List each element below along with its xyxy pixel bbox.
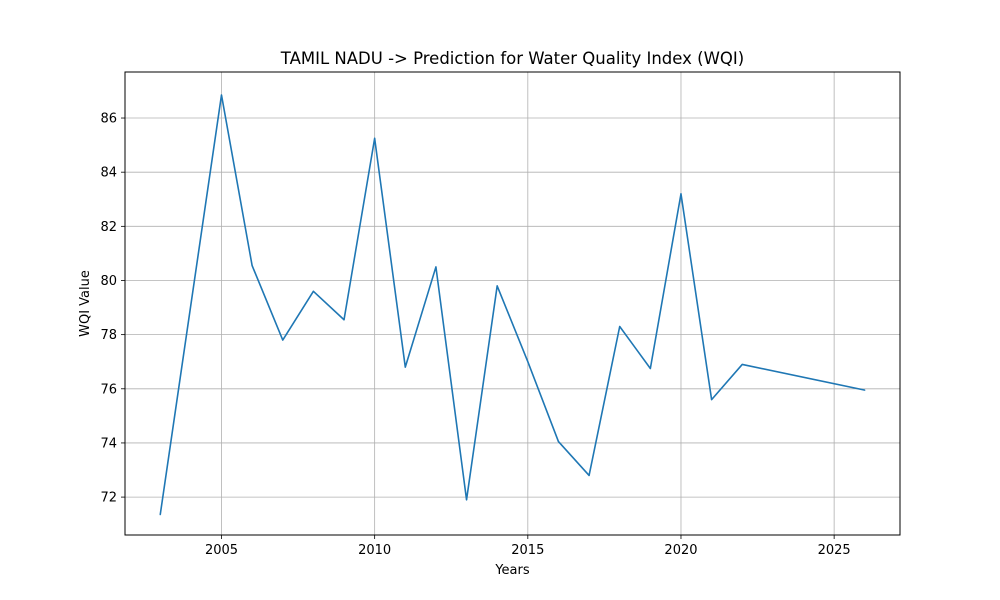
y-tick-label: 84 <box>100 166 117 181</box>
y-tick-label: 86 <box>100 112 117 127</box>
data-point <box>649 367 651 370</box>
data-point <box>159 514 161 516</box>
data-point <box>220 94 223 96</box>
data-point <box>864 389 866 391</box>
data-point <box>711 399 713 401</box>
data-point <box>588 474 590 477</box>
data-point <box>680 193 682 195</box>
x-tick-label: 2025 <box>818 543 851 558</box>
y-axis-title: WQI Value <box>78 270 93 337</box>
series-layer <box>159 94 866 516</box>
data-point <box>619 325 621 328</box>
data-point <box>343 319 345 321</box>
data-point <box>741 363 743 366</box>
data-point <box>465 499 468 501</box>
data-point <box>527 361 529 363</box>
data-point <box>557 440 560 443</box>
series-line <box>159 94 865 515</box>
grid-lines <box>125 72 900 535</box>
data-point <box>282 339 284 341</box>
x-tick-label: 2005 <box>205 543 238 558</box>
y-tick-label: 74 <box>100 436 117 451</box>
data-point <box>312 290 314 292</box>
chart-title: TAMIL NADU -> Prediction for Water Quali… <box>280 49 744 68</box>
plot-area-frame <box>124 71 901 536</box>
data-point <box>404 366 406 368</box>
data-point <box>374 137 376 139</box>
y-tick-label: 82 <box>100 220 117 235</box>
data-point <box>435 266 437 268</box>
y-tick-label: 80 <box>100 274 117 289</box>
x-tick-label: 2010 <box>358 543 391 558</box>
data-point <box>251 264 253 267</box>
x-tick-label: 2020 <box>664 543 697 558</box>
y-tick-label: 76 <box>100 382 117 397</box>
x-tick-label: 2015 <box>511 543 544 558</box>
x-axis-title: Years <box>494 563 530 578</box>
axis-ticks: 2005 2010 2015 2020 2025 72 74 76 78 80 82 84 86 <box>100 112 850 558</box>
y-tick-label: 72 <box>100 491 117 506</box>
y-tick-label: 78 <box>100 328 117 343</box>
data-point <box>496 285 498 287</box>
